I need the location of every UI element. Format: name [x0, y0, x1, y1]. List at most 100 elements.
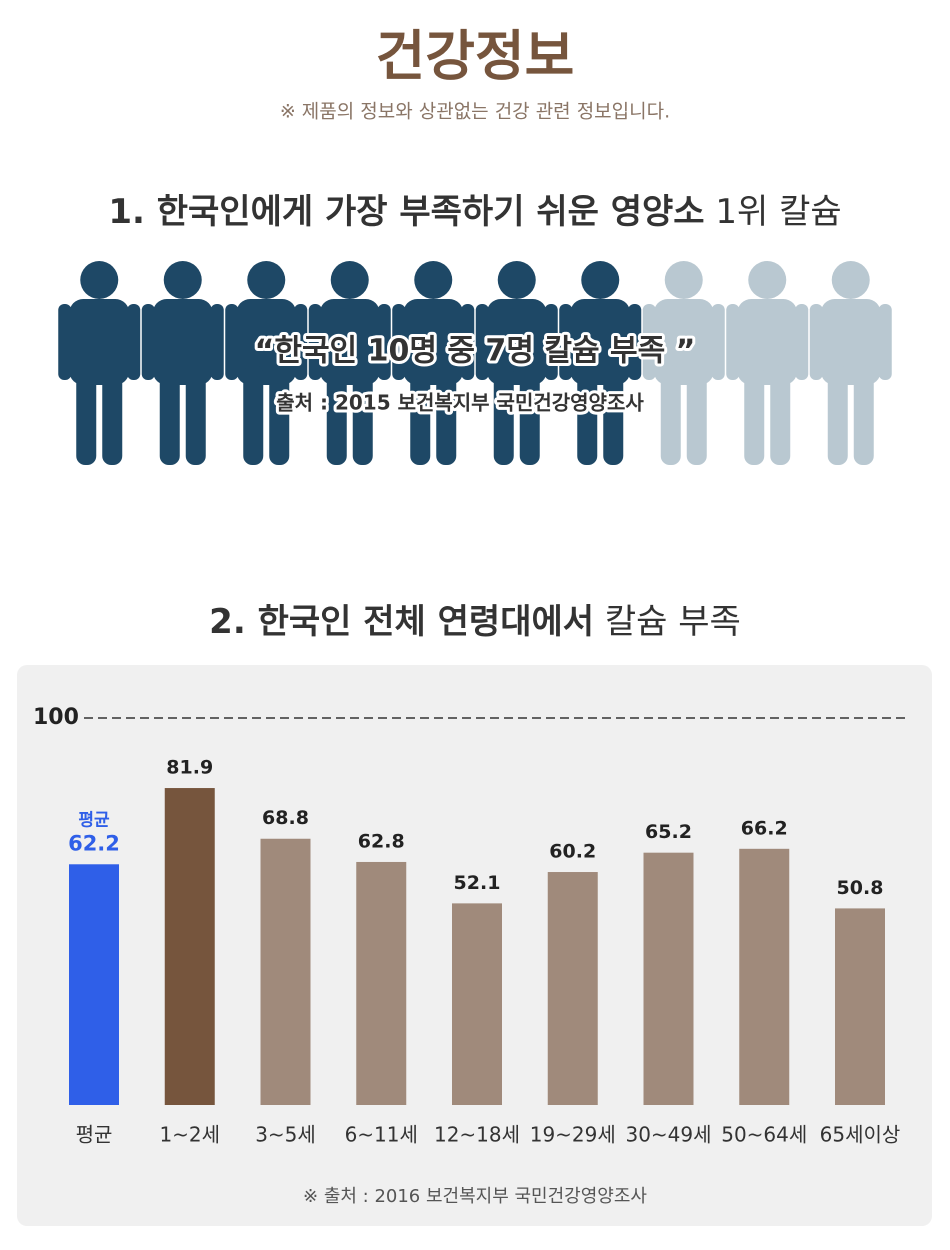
person-arm [461, 304, 475, 380]
person-head [831, 261, 870, 299]
value-label: 68.8 [262, 807, 309, 829]
people-icons [58, 261, 892, 465]
value-label: 50.8 [837, 877, 884, 899]
bar [69, 864, 119, 1105]
person-leg [744, 365, 765, 465]
person-torso [737, 299, 798, 385]
y-tick-label: 100 [33, 705, 79, 730]
person-arm [127, 304, 141, 380]
person-arm [726, 304, 740, 380]
person-head [247, 261, 286, 299]
person-icon [642, 261, 725, 465]
person-arm [294, 304, 308, 380]
x-tick-label: 50~64세 [721, 1123, 807, 1147]
person-leg [352, 365, 373, 465]
person-leg [76, 365, 97, 465]
bar [739, 848, 790, 1105]
person-arm [475, 304, 489, 380]
person-leg [853, 365, 874, 465]
person-head [163, 261, 202, 299]
person-icon [141, 261, 224, 465]
person-head [414, 261, 453, 299]
person-icon [58, 261, 141, 465]
person-head [581, 261, 620, 299]
person-leg [519, 365, 540, 465]
chart-title: 2. 한국인 전체 연령대에서 칼슘 부족 [209, 602, 741, 642]
person-leg [577, 365, 598, 465]
person-icon [809, 261, 892, 465]
person-arm [210, 304, 224, 380]
person-torso [570, 299, 631, 385]
person-torso [653, 299, 714, 385]
value-label: 60.2 [549, 841, 596, 863]
person-icon [392, 261, 475, 465]
person-icon [726, 261, 809, 465]
person-arm [795, 304, 809, 380]
person-arm [642, 304, 656, 380]
quote-source: 출처 : 2015 보건복지부 국민건강영양조사 [276, 391, 644, 415]
chart-title-bold: 2. 한국인 전체 연령대에서 [209, 602, 594, 642]
person-head [748, 261, 787, 299]
person-leg [770, 365, 791, 465]
person-arm [628, 304, 642, 380]
x-tick-label: 1~2세 [159, 1123, 220, 1147]
person-leg [159, 365, 180, 465]
person-head [330, 261, 369, 299]
bar [547, 872, 598, 1105]
x-tick-label: 3~5세 [255, 1123, 316, 1147]
person-head [664, 261, 703, 299]
person-torso [69, 299, 130, 385]
value-label-name: 평균 [78, 810, 110, 830]
value-label: 81.9 [166, 757, 213, 779]
person-arm [711, 304, 725, 380]
x-tick-label: 6~11세 [345, 1123, 418, 1147]
person-arm [308, 304, 322, 380]
person-leg [603, 365, 624, 465]
x-tick-label: 12~18세 [434, 1123, 520, 1147]
chart-title-light: 칼슘 부족 [605, 602, 741, 642]
person-arm [809, 304, 823, 380]
value-label: 62.2 [68, 831, 120, 855]
chart-source: ※ 출처 : 2016 보건복지부 국민건강영양조사 [303, 1186, 647, 1207]
person-arm [544, 304, 558, 380]
value-label: 65.2 [645, 821, 692, 843]
person-arm [559, 304, 573, 380]
bar [835, 908, 885, 1105]
person-leg [686, 365, 707, 465]
person-arm [377, 304, 391, 380]
bar [452, 903, 502, 1105]
value-label: 62.8 [358, 830, 405, 852]
quote: “한국인 10명 중 7명 칼슘 부족 ” [255, 334, 696, 369]
person-arm [392, 304, 406, 380]
person-leg [243, 365, 264, 465]
person-torso [403, 299, 464, 385]
person-leg [102, 365, 123, 465]
person-leg [410, 365, 431, 465]
person-icon [225, 261, 308, 465]
person-arm [878, 304, 892, 380]
x-tick-label: 65세이상 [820, 1123, 901, 1147]
section-title-light: 1위 칼슘 [715, 192, 841, 232]
person-icon [559, 261, 642, 465]
x-tick-label: 30~49세 [625, 1123, 711, 1147]
bar [356, 861, 407, 1105]
bar [260, 838, 311, 1105]
person-torso [319, 299, 380, 385]
value-label: 66.2 [741, 817, 788, 839]
person-leg [269, 365, 290, 465]
person-torso [236, 299, 297, 385]
person-leg [660, 365, 681, 465]
value-label: 52.1 [454, 872, 501, 894]
section-title: 1. 한국인에게 가장 부족하기 쉬운 영양소 1위 칼슘 [108, 192, 841, 232]
page-note: ※ 제품의 정보와 상관없는 건강 관련 정보입니다. [280, 101, 670, 123]
section-title-bold: 1. 한국인에게 가장 부족하기 쉬운 영양소 [108, 192, 704, 232]
person-leg [326, 365, 347, 465]
person-arm [225, 304, 239, 380]
person-arm [141, 304, 155, 380]
person-torso [820, 299, 881, 385]
person-leg [185, 365, 206, 465]
person-leg [436, 365, 457, 465]
person-torso [486, 299, 547, 385]
